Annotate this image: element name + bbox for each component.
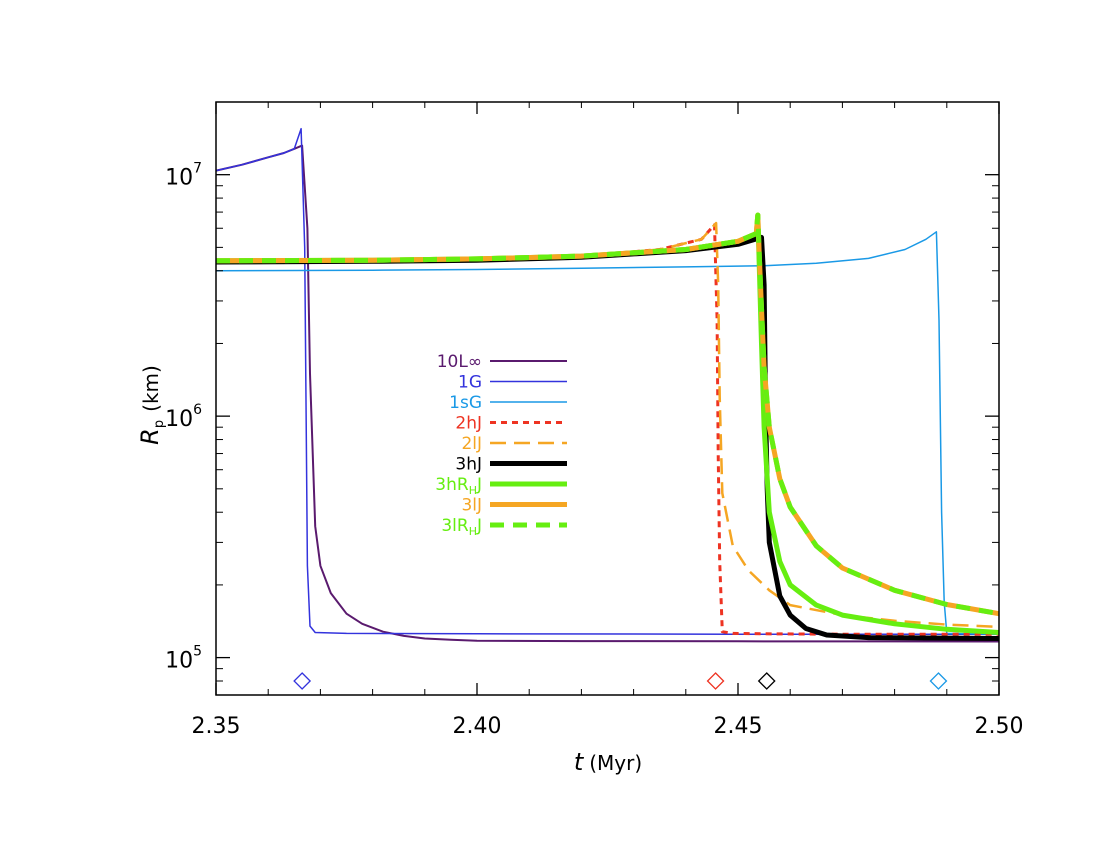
marker-layer — [293, 672, 948, 690]
legend-label-5: 3hJ — [455, 455, 482, 475]
x-tick-label-2: 2.45 — [714, 714, 763, 739]
diamond-marker-3 — [929, 672, 948, 690]
series-line-4 — [216, 221, 999, 629]
legend-label-0: 10L∞ — [437, 352, 482, 372]
legend-label-1: 1G — [458, 373, 482, 393]
x-axis-label-unit: (Myr) — [589, 751, 642, 775]
legend-label-7: 3lJ — [461, 496, 482, 516]
x-tick-label-3: 2.50 — [975, 714, 1024, 739]
y-axis-label-unit: (km) — [139, 365, 163, 412]
legend-label-2: 1sG — [449, 393, 482, 413]
legend-label-3: 2hJ — [455, 414, 482, 434]
x-tick-label-0: 2.35 — [192, 714, 241, 739]
series-line-6 — [216, 212, 999, 635]
x-axis-label-var: t — [574, 748, 585, 776]
x-axis-label: t (Myr) — [574, 748, 642, 776]
y-axis-label-var: R — [136, 428, 164, 445]
tick-layer: 2.35 2.40 2.45 2.50 105 106 107 — [165, 101, 1024, 739]
diamond-marker-0 — [293, 672, 312, 690]
series-line-0 — [216, 144, 999, 643]
series-line-7 — [216, 212, 999, 617]
diamond-marker-1 — [706, 672, 725, 690]
legend-label-4: 2lJ — [461, 434, 482, 454]
series-line-1 — [216, 127, 999, 635]
y-tick-label-1: 106 — [165, 402, 202, 432]
legend-label-8: 3lRHJ — [441, 516, 482, 538]
series-line-3 — [216, 223, 999, 636]
y-axis-label: Rp (km) — [136, 365, 167, 445]
y-axis-label-sub: p — [152, 420, 167, 428]
y-tick-label-0: 105 — [165, 644, 202, 674]
series-line-8 — [216, 212, 999, 617]
diamond-marker-2 — [757, 672, 776, 690]
series-line-2 — [216, 231, 999, 635]
x-tick-label-1: 2.40 — [453, 714, 502, 739]
y-tick-label-2: 107 — [165, 161, 202, 191]
plot-frame — [215, 101, 1000, 696]
legend-label-6: 3hRHJ — [435, 475, 482, 497]
series-layer — [216, 127, 999, 643]
series-line-5 — [216, 234, 999, 641]
